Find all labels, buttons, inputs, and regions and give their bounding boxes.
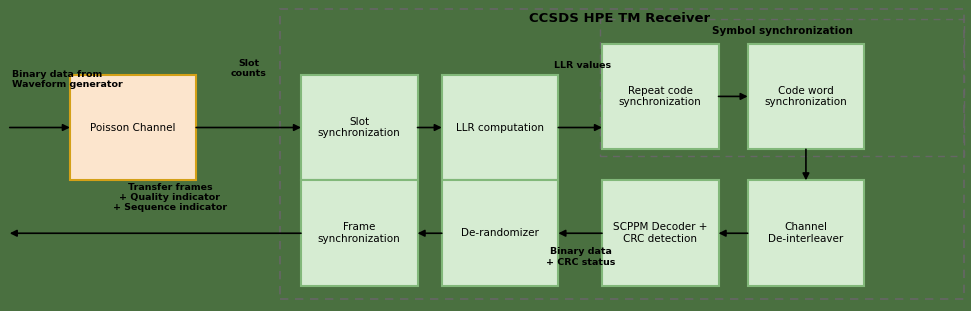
- Text: Slot
counts: Slot counts: [231, 59, 266, 78]
- Text: De-randomizer: De-randomizer: [461, 228, 539, 238]
- Text: Transfer frames
+ Quality indicator
+ Sequence indicator: Transfer frames + Quality indicator + Se…: [113, 183, 227, 212]
- Text: Code word
synchronization: Code word synchronization: [764, 86, 848, 107]
- Bar: [70, 75, 196, 180]
- Bar: [301, 75, 418, 180]
- Text: Symbol synchronization: Symbol synchronization: [712, 26, 854, 36]
- Text: CCSDS HPE TM Receiver: CCSDS HPE TM Receiver: [529, 12, 710, 25]
- Text: Slot
synchronization: Slot synchronization: [318, 117, 401, 138]
- Bar: [442, 75, 558, 180]
- Text: Poisson Channel: Poisson Channel: [90, 123, 176, 132]
- Text: Binary data
+ CRC status: Binary data + CRC status: [546, 247, 616, 267]
- Text: LLR computation: LLR computation: [456, 123, 544, 132]
- Bar: [602, 180, 719, 286]
- Text: Repeat code
synchronization: Repeat code synchronization: [619, 86, 702, 107]
- Bar: [602, 44, 719, 149]
- Text: Binary data from
Waveform generator: Binary data from Waveform generator: [12, 70, 122, 89]
- Bar: [301, 180, 418, 286]
- Bar: [748, 180, 864, 286]
- Text: SCPPM Decoder +
CRC detection: SCPPM Decoder + CRC detection: [613, 222, 708, 244]
- Bar: [600, 19, 964, 156]
- Text: Frame
synchronization: Frame synchronization: [318, 222, 401, 244]
- Text: LLR values: LLR values: [554, 61, 611, 70]
- Bar: [280, 9, 964, 299]
- Bar: [442, 180, 558, 286]
- Bar: [748, 44, 864, 149]
- Text: Channel
De-interleaver: Channel De-interleaver: [768, 222, 844, 244]
